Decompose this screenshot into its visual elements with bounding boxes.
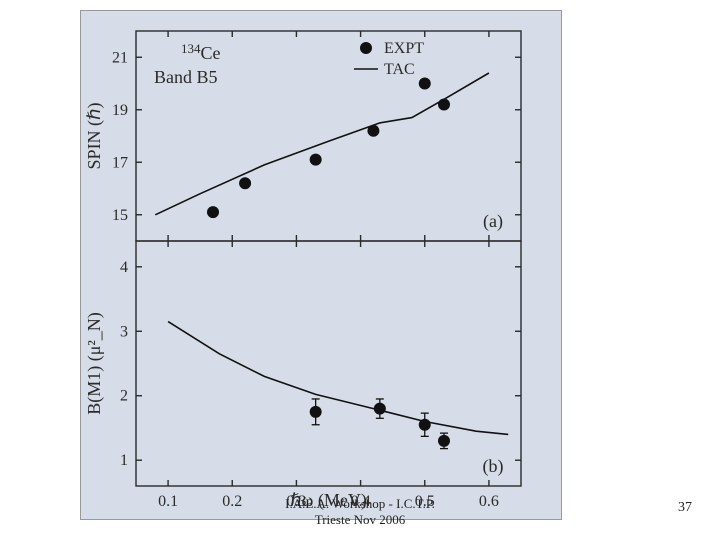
svg-text:(a): (a) [483,211,503,232]
figure-container: 15171921SPIN (ℏ)(a)0.10.20.30.40.50.6123… [80,10,562,520]
svg-text:Band B5: Band B5 [154,67,218,87]
svg-text:(b): (b) [483,456,504,477]
stacked-chart: 15171921SPIN (ℏ)(a)0.10.20.30.40.50.6123… [81,11,561,519]
footer-line1: I.A.E.A. Workshop - I.C.T.P. [285,496,435,511]
svg-text:EXPT: EXPT [384,40,424,57]
svg-text:134Ce: 134Ce [181,41,221,63]
svg-text:21: 21 [112,49,128,66]
svg-text:19: 19 [112,102,128,119]
svg-text:2: 2 [120,388,128,405]
svg-text:TAC: TAC [384,61,415,78]
svg-text:15: 15 [112,207,128,224]
svg-text:SPIN (ℏ): SPIN (ℏ) [84,103,105,170]
svg-text:4: 4 [120,259,128,276]
slide-footer: I.A.E.A. Workshop - I.C.T.P. Trieste Nov… [0,496,720,528]
page-number: 37 [678,500,692,516]
svg-text:3: 3 [120,323,128,340]
svg-text:B(M1) (μ²_N): B(M1) (μ²_N) [84,312,105,415]
svg-text:17: 17 [112,154,128,171]
footer-line2: Trieste Nov 2006 [315,512,406,527]
svg-text:1: 1 [120,452,128,469]
